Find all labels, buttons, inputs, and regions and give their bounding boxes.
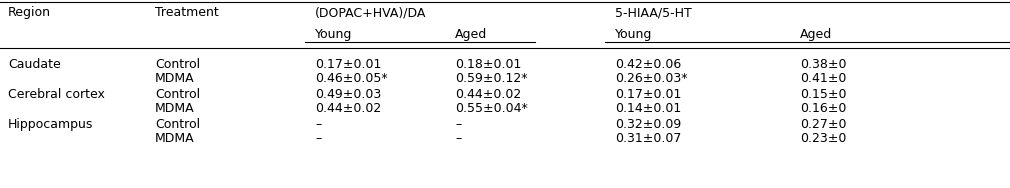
Text: 0.17±0.01: 0.17±0.01 [615, 88, 682, 101]
Text: Region: Region [8, 6, 50, 19]
Text: 0.38±0: 0.38±0 [800, 58, 846, 71]
Text: MDMA: MDMA [155, 102, 195, 115]
Text: 0.31±0.07: 0.31±0.07 [615, 132, 682, 145]
Text: 0.14±0.01: 0.14±0.01 [615, 102, 682, 115]
Text: Young: Young [315, 28, 352, 41]
Text: 0.46±0.05*: 0.46±0.05* [315, 72, 388, 85]
Text: –: – [315, 132, 321, 145]
Text: 0.23±0: 0.23±0 [800, 132, 846, 145]
Text: 0.42±0.06: 0.42±0.06 [615, 58, 682, 71]
Text: 0.27±0: 0.27±0 [800, 118, 846, 131]
Text: Treatment: Treatment [155, 6, 219, 19]
Text: 0.26±0.03*: 0.26±0.03* [615, 72, 688, 85]
Text: 0.17±0.01: 0.17±0.01 [315, 58, 382, 71]
Text: 0.49±0.03: 0.49±0.03 [315, 88, 381, 101]
Text: –: – [315, 118, 321, 131]
Text: Control: Control [155, 118, 200, 131]
Text: 0.15±0: 0.15±0 [800, 88, 846, 101]
Text: 0.18±0.01: 0.18±0.01 [454, 58, 521, 71]
Text: Control: Control [155, 88, 200, 101]
Text: Young: Young [615, 28, 652, 41]
Text: Cerebral cortex: Cerebral cortex [8, 88, 105, 101]
Text: 0.55±0.04*: 0.55±0.04* [454, 102, 528, 115]
Text: Aged: Aged [800, 28, 832, 41]
Text: Aged: Aged [454, 28, 487, 41]
Text: (DOPAC+HVA)/DA: (DOPAC+HVA)/DA [315, 6, 426, 19]
Text: 0.32±0.09: 0.32±0.09 [615, 118, 682, 131]
Text: MDMA: MDMA [155, 132, 195, 145]
Text: 0.44±0.02: 0.44±0.02 [454, 88, 521, 101]
Text: 0.59±0.12*: 0.59±0.12* [454, 72, 527, 85]
Text: –: – [454, 132, 462, 145]
Text: 0.16±0: 0.16±0 [800, 102, 846, 115]
Text: 0.44±0.02: 0.44±0.02 [315, 102, 381, 115]
Text: Caudate: Caudate [8, 58, 61, 71]
Text: 0.41±0: 0.41±0 [800, 72, 846, 85]
Text: –: – [454, 118, 462, 131]
Text: 5-HIAA/5-HT: 5-HIAA/5-HT [615, 6, 692, 19]
Text: Control: Control [155, 58, 200, 71]
Text: MDMA: MDMA [155, 72, 195, 85]
Text: Hippocampus: Hippocampus [8, 118, 93, 131]
